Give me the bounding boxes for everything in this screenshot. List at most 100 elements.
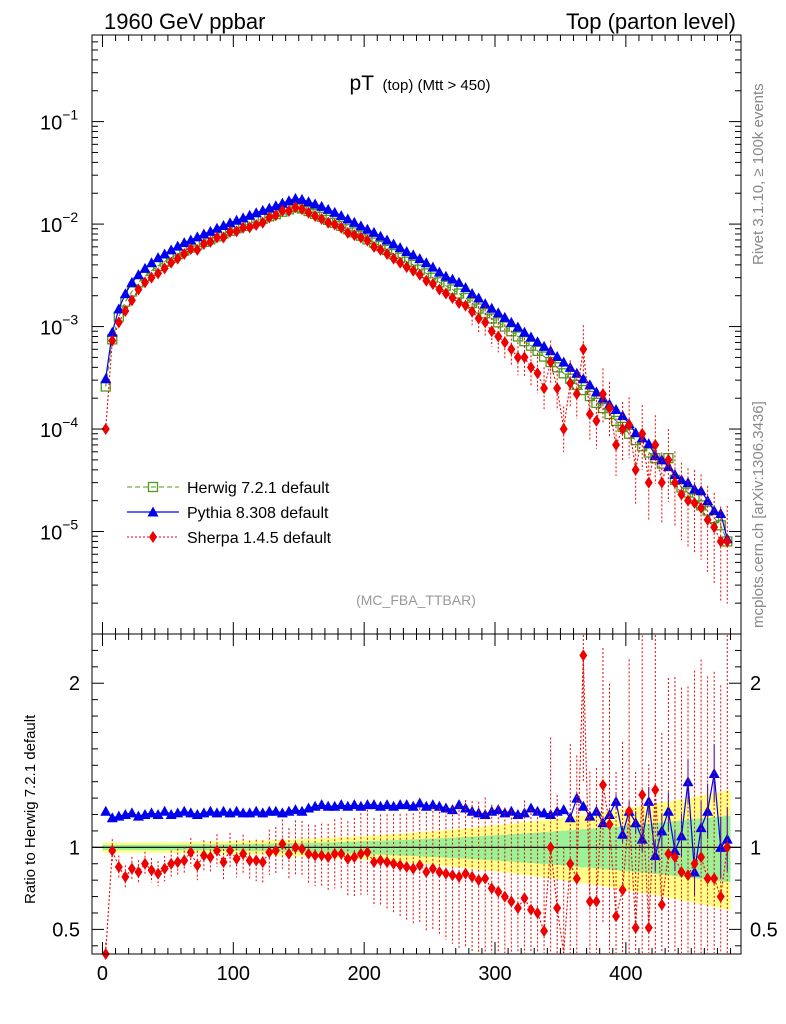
pythia-point (368, 226, 380, 237)
pythia-point (486, 302, 498, 313)
y-tick-label: 10−5 (40, 517, 78, 545)
pythia-point (414, 797, 426, 808)
sherpa-point (134, 865, 143, 878)
pythia-point (250, 805, 262, 816)
sherpa-point (448, 869, 457, 882)
sherpa-point (507, 343, 516, 356)
sherpa-point (206, 235, 215, 248)
sherpa-point (173, 856, 182, 869)
legend-entry-0: Herwig 7.2.1 default (127, 480, 330, 497)
sherpa-point (389, 252, 398, 265)
herwig-point (558, 368, 569, 379)
sherpa-point (232, 852, 241, 865)
sherpa-point (402, 261, 411, 274)
sherpa-point (598, 387, 607, 400)
pythia-point (316, 200, 328, 211)
sherpa-point (618, 884, 627, 896)
x-tick-label: 100 (217, 963, 250, 985)
sherpa-point (389, 857, 398, 870)
sherpa-point (657, 476, 666, 489)
sherpa-point (284, 205, 293, 218)
pythia-point (296, 805, 308, 816)
sherpa-point (710, 521, 719, 534)
legend: Herwig 7.2.1 default Pythia 8.308 default… (127, 480, 332, 547)
ratio-band-green (102, 815, 731, 883)
pythia-point (715, 507, 727, 518)
y-tick-exp: −1 (62, 107, 78, 123)
pythia-point (159, 805, 171, 816)
sherpa-point (258, 216, 267, 229)
x-tick-label: 300 (478, 963, 511, 985)
sherpa-point (291, 201, 300, 214)
sherpa-point (507, 895, 516, 908)
sherpa-point (625, 418, 634, 431)
sherpa-point (180, 854, 189, 867)
sherpa-point (154, 267, 163, 280)
sherpa-point (625, 805, 634, 818)
pythia-point (630, 427, 642, 438)
sherpa-point (526, 903, 535, 916)
sherpa-point (526, 361, 535, 374)
sherpa-point (298, 203, 307, 216)
sherpa-point (239, 221, 248, 234)
sherpa-point (147, 864, 156, 877)
sherpa-point (605, 818, 614, 831)
pythia-point (603, 809, 615, 820)
pythia-point (675, 830, 687, 841)
pythia-point (446, 273, 458, 284)
sherpa-point (212, 231, 221, 244)
pythia-point (316, 799, 328, 810)
sherpa-point (147, 271, 156, 284)
pythia-point (270, 805, 282, 816)
y-tick-base: 10 (40, 523, 62, 545)
pythia-point (564, 361, 576, 372)
sherpa-point (684, 494, 693, 507)
sherpa-point (304, 206, 313, 219)
pythia-point (309, 198, 321, 209)
pythia-point (525, 802, 537, 813)
pythia-point (185, 234, 197, 245)
sherpa-point (337, 221, 346, 234)
sherpa-point (245, 221, 254, 234)
sherpa-point (284, 847, 293, 860)
sherpa-point (376, 854, 385, 867)
sherpa-point (592, 895, 601, 908)
sherpa-point (481, 316, 490, 329)
pythia-point (538, 340, 550, 351)
sherpa-point (579, 649, 588, 662)
side-mcplots: mcplots.cern.ch [arXiv:1306.3436] (750, 401, 767, 628)
sherpa-point (657, 898, 666, 911)
legend-entry-1: Pythia 8.308 default (127, 505, 329, 522)
sherpa-point (481, 872, 490, 885)
sherpa-point (252, 218, 261, 231)
legend-label: Herwig 7.2.1 default (187, 480, 330, 497)
pythia-point (518, 807, 530, 818)
sherpa-point (487, 882, 496, 895)
sherpa-point (664, 453, 673, 466)
sherpa-point (572, 387, 581, 400)
sherpa-point (186, 243, 195, 256)
sherpa-point (553, 382, 562, 395)
sherpa-point (324, 851, 333, 864)
sherpa-point (664, 847, 673, 860)
pythia-point (695, 485, 707, 496)
pythia-point (499, 311, 511, 322)
pythia-point (375, 230, 387, 241)
sherpa-point (369, 856, 378, 869)
pythia-point (571, 367, 583, 378)
pythia-point (335, 210, 347, 221)
y-tick-exp: −3 (62, 312, 78, 328)
sherpa-point (363, 234, 372, 247)
sherpa-point (618, 423, 627, 436)
sherpa-point (356, 847, 365, 860)
pythia-point (558, 804, 570, 815)
sherpa-point (690, 857, 699, 870)
pythia-point (303, 196, 315, 207)
sherpa-point (239, 847, 248, 860)
herwig-point (591, 397, 602, 409)
header-right: Top (parton level) (566, 9, 736, 34)
pythia-point (610, 404, 622, 415)
sherpa-point (651, 438, 660, 451)
pythia-point (551, 351, 563, 362)
sherpa-point (723, 535, 732, 548)
